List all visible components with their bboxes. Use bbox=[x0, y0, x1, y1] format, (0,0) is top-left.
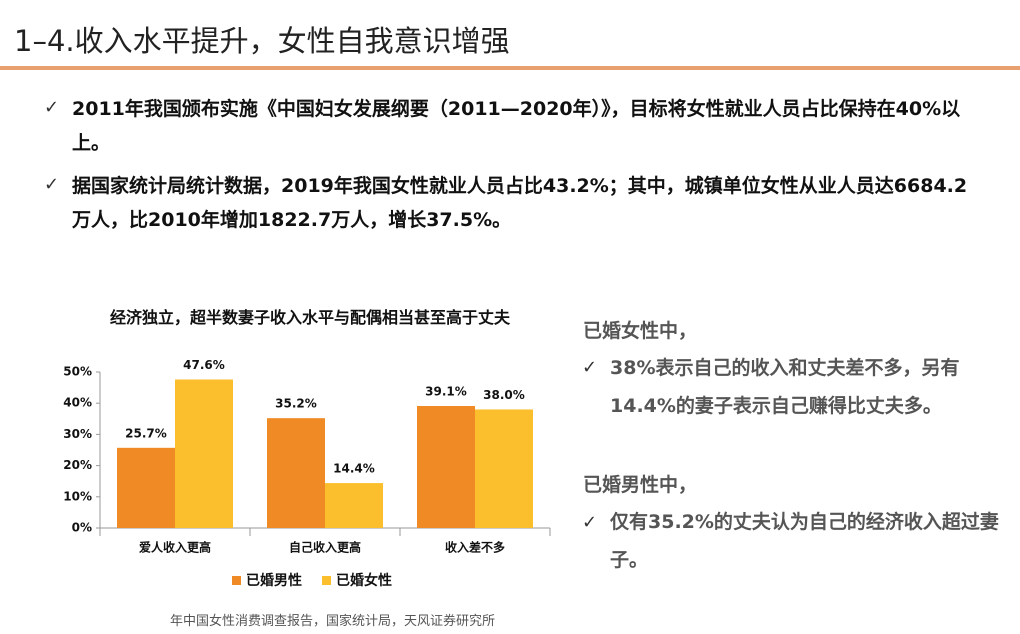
note-heading: 已婚男性中， bbox=[583, 474, 698, 496]
bullet: 2011年我国颁布实施《中国妇女发展纲要（2011—2020年）》，目标将女性就… bbox=[72, 98, 961, 154]
check-icon: ✓ bbox=[44, 174, 60, 195]
x-tick-label: 收入差不多 bbox=[445, 540, 505, 555]
chart-title: 经济独立，超半数妻子收入水平与配偶相当甚至高于丈夫 bbox=[109, 308, 510, 327]
bar bbox=[325, 483, 383, 528]
legend-swatch bbox=[232, 576, 241, 585]
data-label: 25.7% bbox=[125, 426, 167, 440]
bar bbox=[475, 409, 533, 528]
note-heading: 已婚女性中， bbox=[583, 320, 698, 342]
check-icon: ✓ bbox=[44, 97, 60, 118]
slide-title: 1–4.收入水平提升，女性自我意识增强 bbox=[14, 24, 510, 58]
note-text: 38%表示自己的收入和丈夫差不多，另有14.4%的妻子表示自己赚得比丈夫多。 bbox=[610, 357, 960, 417]
bar bbox=[175, 379, 233, 528]
y-tick-label: 20% bbox=[63, 458, 92, 472]
y-tick-label: 50% bbox=[63, 365, 92, 379]
check-icon: ✓ bbox=[582, 512, 598, 533]
y-tick-label: 0% bbox=[72, 521, 92, 535]
y-tick-label: 10% bbox=[63, 489, 92, 503]
y-tick-label: 30% bbox=[63, 427, 92, 441]
legend-swatch bbox=[322, 576, 331, 585]
data-label: 14.4% bbox=[333, 462, 375, 476]
bar bbox=[117, 447, 175, 528]
bar bbox=[417, 406, 475, 528]
check-icon: ✓ bbox=[582, 357, 598, 378]
bar bbox=[267, 418, 325, 528]
header-rule bbox=[0, 66, 1020, 70]
data-label: 39.1% bbox=[425, 385, 467, 399]
data-label: 47.6% bbox=[183, 358, 225, 372]
x-tick-label: 自己收入更高 bbox=[289, 540, 361, 555]
legend-label: 已婚女性 bbox=[336, 572, 392, 589]
source: 年中国女性消费调查报告，国家统计局，天风证券研究所 bbox=[170, 614, 496, 629]
data-label: 38.0% bbox=[483, 388, 525, 402]
data-label: 35.2% bbox=[275, 397, 317, 411]
note-text: 仅有35.2%的丈夫认为自己的经济收入超过妻子。 bbox=[610, 511, 999, 571]
legend-label: 已婚男性 bbox=[246, 572, 302, 589]
y-tick-label: 40% bbox=[63, 396, 92, 410]
x-tick-label: 爱人收入更高 bbox=[139, 540, 211, 555]
bullet: 据国家统计局统计数据，2019年我国女性就业人员占比43.2%；其中，城镇单位女… bbox=[72, 175, 968, 231]
